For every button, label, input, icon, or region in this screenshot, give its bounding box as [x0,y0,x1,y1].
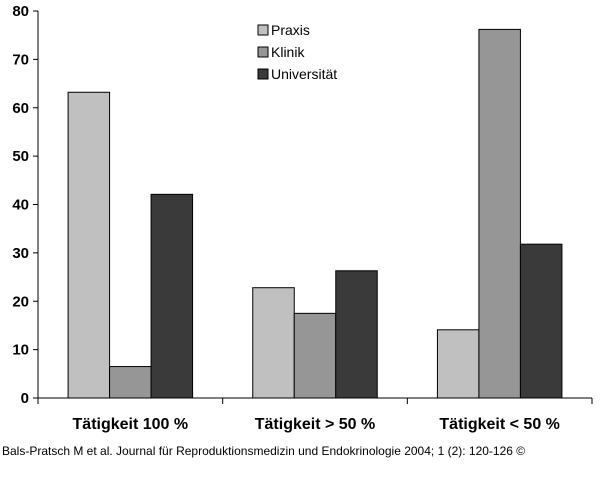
bar-universitt-1 [335,270,378,399]
bar-klinik-2 [478,28,521,399]
legend-swatch [257,24,269,36]
y-tick-label: 70 [12,51,29,68]
x-category-label: Tätigkeit < 50 % [439,416,560,433]
y-tick-label: 60 [12,100,29,117]
y-tick-label: 0 [21,390,29,407]
x-axis: Tätigkeit 100 % Tätigkeit > 50 % Tätigkeit… [37,397,593,433]
y-axis: 0 10 20 30 40 50 60 70 80 [12,3,39,407]
bar-universitt-2 [519,243,563,399]
y-tick-label: 30 [12,245,29,262]
y-tick-label: 80 [12,3,29,20]
bar-klinik-0 [109,366,152,399]
y-tick-label: 20 [12,293,29,310]
source-caption: Bals-Pratsch M et al. Journal für Reprod… [2,444,526,458]
y-tick-label: 50 [12,148,29,165]
x-category-label: Tätigkeit > 50 % [255,416,376,433]
legend-label: Praxis [271,22,310,38]
legend-swatch [257,46,269,58]
bar-klinik-1 [293,312,337,399]
y-tick-label: 40 [12,197,29,214]
legend-swatch [257,68,269,80]
y-tick-label: 10 [12,342,29,359]
bar-praxis-0 [67,91,111,399]
bar-praxis-1 [252,287,295,399]
legend-label: Universität [271,66,337,82]
bar-praxis-2 [436,329,480,399]
bar-universitt-0 [150,193,194,399]
legend: Praxis Klinik Universität [248,18,358,88]
legend-label: Klinik [271,44,305,60]
x-category-label: Tätigkeit 100 % [73,416,189,433]
